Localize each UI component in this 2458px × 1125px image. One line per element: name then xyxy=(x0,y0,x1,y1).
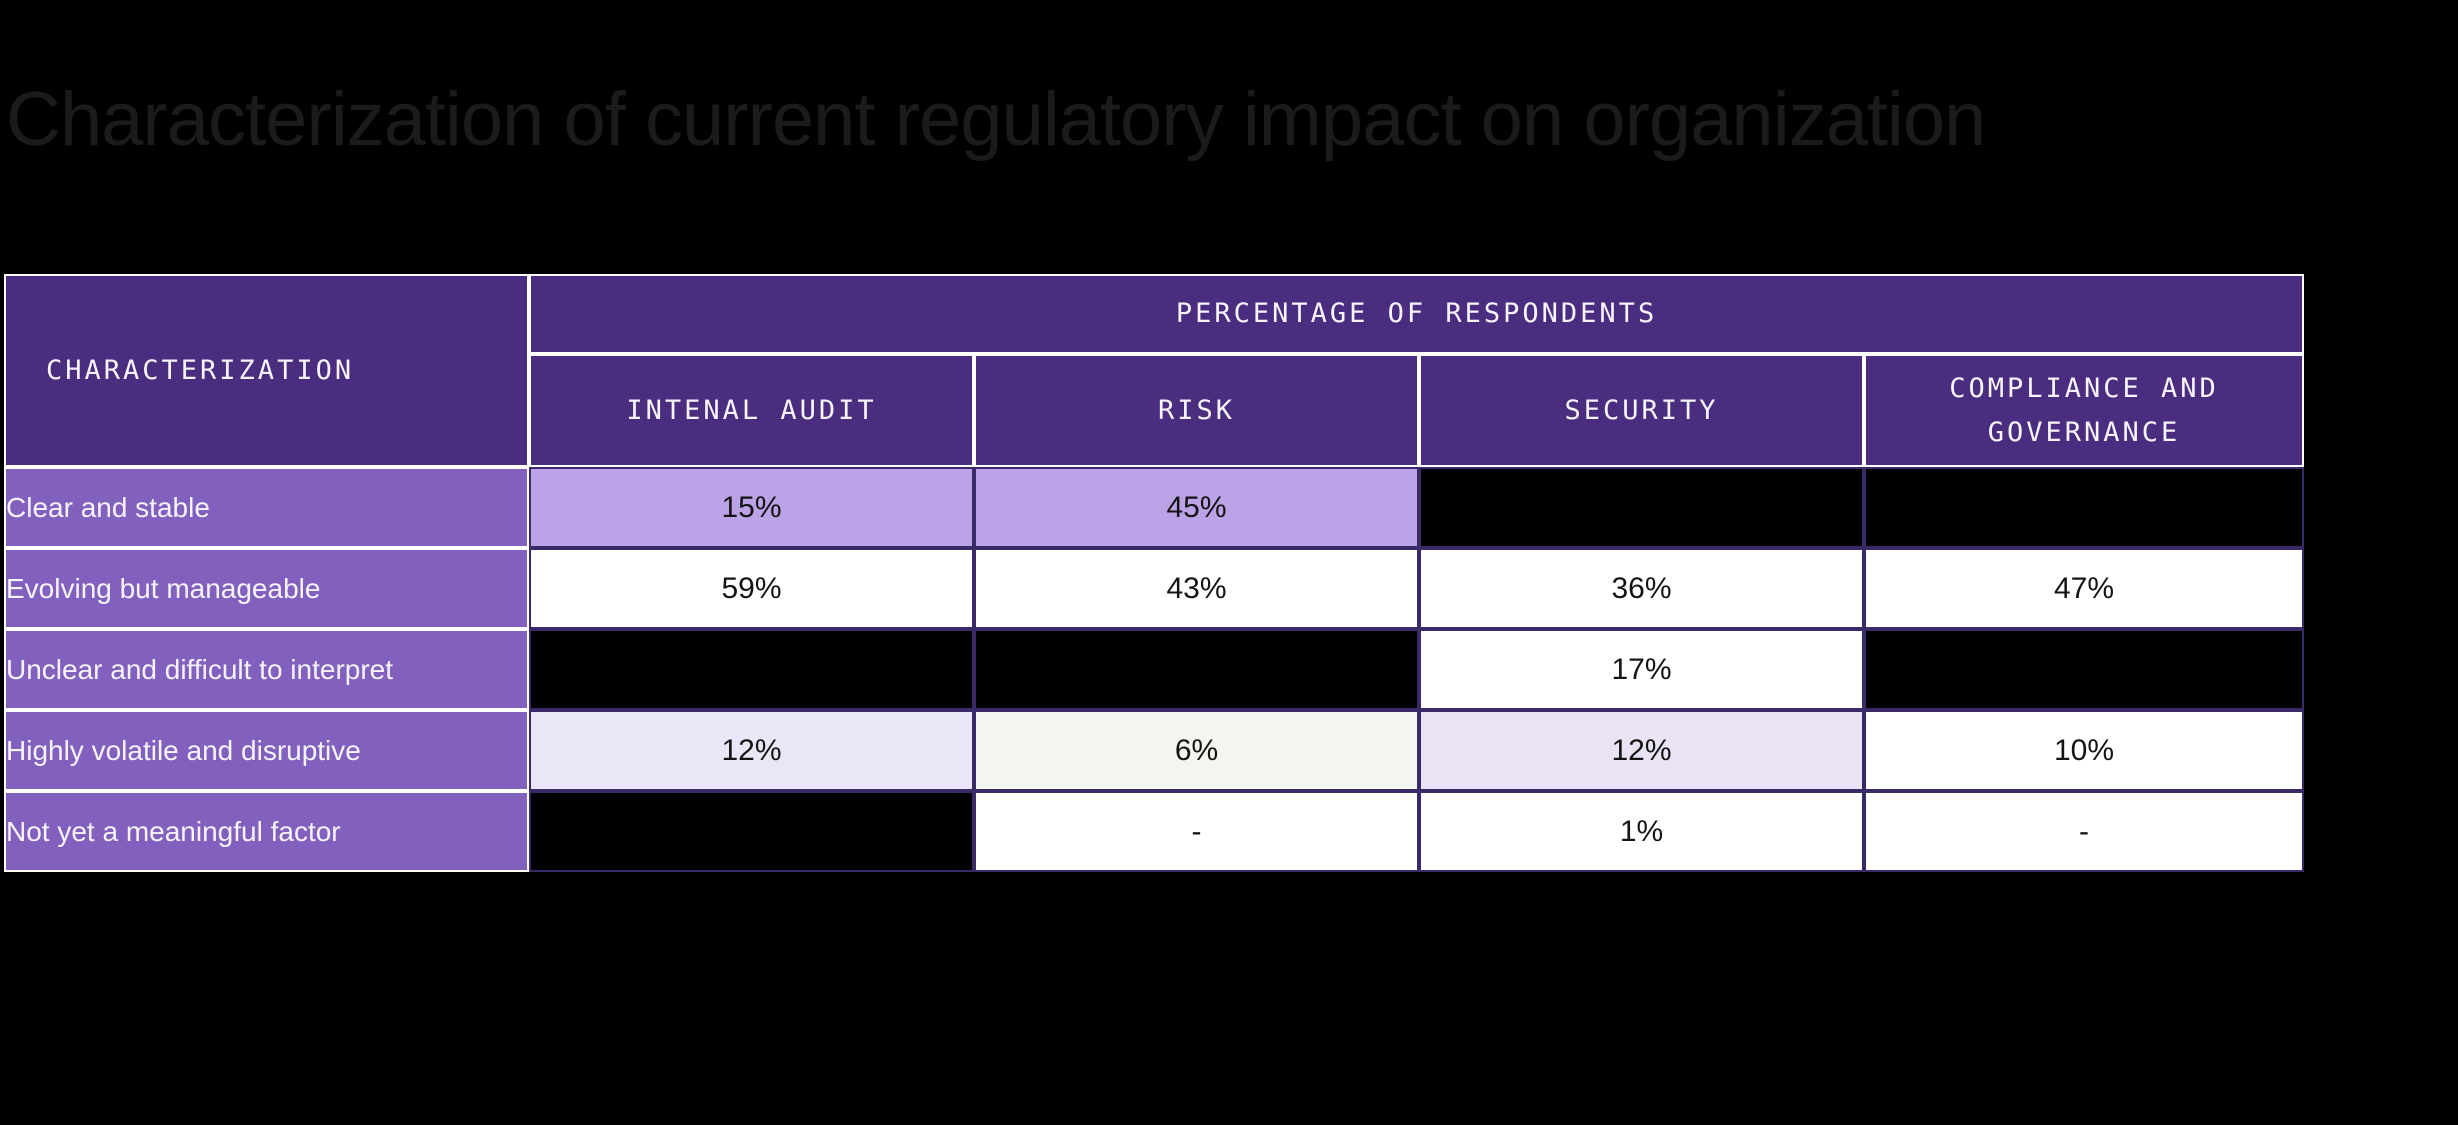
value-cell: 47% xyxy=(1864,548,2305,629)
header-row-columns: INTENAL AUDIT RISK SECURITY COMPLIANCE A… xyxy=(4,354,2305,467)
row-label-clear-and-stable: Clear and stable xyxy=(4,467,529,548)
value-cell: 12% xyxy=(1419,710,1864,791)
row-label-highly-volatile-and-disruptive: Highly volatile and disruptive xyxy=(4,710,529,791)
column-header-risk: RISK xyxy=(974,354,1419,467)
value-cell: - xyxy=(1864,791,2305,872)
empty-cell xyxy=(529,629,974,710)
row-label-not-yet-a-meaningful-factor: Not yet a meaningful factor xyxy=(4,791,529,872)
column-group-header-percentage-of-respondents: PERCENTAGE OF RESPONDENTS xyxy=(529,274,2305,354)
empty-cell xyxy=(529,791,974,872)
header-row-group: CHARACTERIZATION PERCENTAGE OF RESPONDEN… xyxy=(4,274,2305,467)
table-row: Highly volatile and disruptive 12% 6% 12… xyxy=(4,710,2305,791)
row-label-evolving-but-manageable: Evolving but manageable xyxy=(4,548,529,629)
row-label-unclear-and-difficult-to-interpret: Unclear and difficult to interpret xyxy=(4,629,529,710)
value-cell: 36% xyxy=(1419,548,1864,629)
empty-cell xyxy=(974,629,1419,710)
value-cell: 12% xyxy=(529,710,974,791)
value-cell: - xyxy=(974,791,1419,872)
column-header-security: SECURITY xyxy=(1419,354,1864,467)
empty-cell xyxy=(1864,467,2305,548)
value-cell: 43% xyxy=(974,548,1419,629)
regulatory-impact-table: CHARACTERIZATION PERCENTAGE OF RESPONDEN… xyxy=(4,274,2305,872)
column-header-internal-audit: INTENAL AUDIT xyxy=(529,354,974,467)
empty-cell xyxy=(1864,629,2305,710)
column-header-compliance-and-governance: COMPLIANCE AND GOVERNANCE xyxy=(1864,354,2305,467)
empty-cell xyxy=(1419,467,1864,548)
value-cell: 59% xyxy=(529,548,974,629)
value-cell: 6% xyxy=(974,710,1419,791)
value-cell: 15% xyxy=(529,467,974,548)
table-row: Not yet a meaningful factor - 1% - xyxy=(4,791,2305,872)
value-cell: 10% xyxy=(1864,710,2305,791)
value-cell: 1% xyxy=(1419,791,1864,872)
page-title: Characterization of current regulatory i… xyxy=(6,77,1986,162)
table-row: Unclear and difficult to interpret 17% xyxy=(4,629,2305,710)
value-cell: 45% xyxy=(974,467,1419,548)
table-row: Clear and stable 15% 45% xyxy=(4,467,2305,548)
value-cell: 17% xyxy=(1419,629,1864,710)
table-row: Evolving but manageable 59% 43% 36% 47% xyxy=(4,548,2305,629)
column-header-characterization: CHARACTERIZATION xyxy=(4,274,529,467)
